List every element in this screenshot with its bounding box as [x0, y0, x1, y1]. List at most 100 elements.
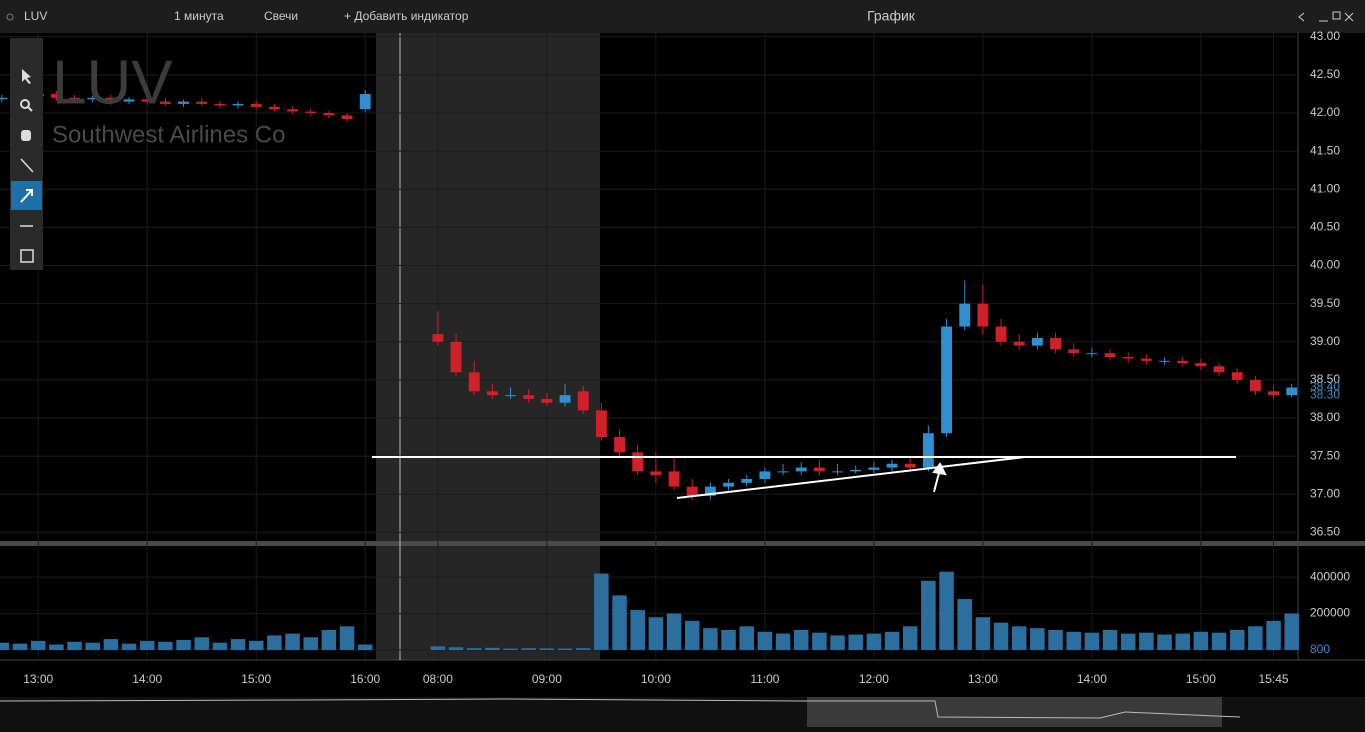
candle-body	[1195, 363, 1207, 367]
candle-body	[505, 395, 516, 397]
x-tick-label: 13:00	[23, 672, 53, 686]
last-price-label: 38.40	[1310, 380, 1340, 394]
volume-bar	[1120, 633, 1136, 650]
y-tick-label: 36.50	[1310, 525, 1340, 539]
x-tick-label: 14:00	[1077, 672, 1107, 686]
volume-tick-label: 800	[1310, 642, 1330, 656]
candle-body	[904, 463, 916, 468]
zoom-tool[interactable]	[20, 99, 30, 109]
candle-body	[450, 341, 462, 373]
add-indicator-button[interactable]: + Добавить индикатор	[344, 9, 469, 23]
volume-bar	[121, 643, 137, 650]
volume-bar	[957, 599, 972, 650]
maximize-button[interactable]	[1332, 11, 1341, 20]
navigator-line	[0, 698, 1241, 719]
style-dropdown[interactable]: Свечи	[264, 9, 298, 23]
x-tick-label: 15:00	[1186, 672, 1216, 686]
volume-bar	[339, 626, 355, 650]
candle-body	[232, 103, 244, 106]
candle-body	[523, 395, 535, 399]
rect-tool[interactable]	[20, 249, 34, 263]
volume-bar	[448, 647, 464, 650]
volume-bar	[85, 642, 100, 650]
candle-body	[632, 452, 644, 472]
candle-body	[486, 391, 498, 396]
volume-bar	[793, 629, 809, 650]
candle-body	[305, 111, 317, 114]
candle-body	[850, 469, 862, 472]
candle-body	[795, 467, 807, 472]
volume-bar	[939, 571, 954, 650]
volume-bar	[921, 580, 936, 650]
candle-body	[777, 471, 789, 473]
candle-body	[287, 109, 298, 112]
volume-bar	[12, 643, 28, 650]
volume-bar	[194, 637, 209, 650]
y-tick-label: 37.50	[1310, 448, 1340, 462]
volume-bar	[539, 648, 555, 650]
close-button[interactable]	[1344, 12, 1354, 22]
volume-bar	[1011, 626, 1027, 650]
volume-bar	[666, 613, 682, 650]
volume-bar	[1139, 632, 1154, 650]
candle-body	[741, 479, 753, 483]
watermark-symbol: LUV	[52, 48, 173, 117]
volume-bar	[1084, 632, 1100, 650]
volume-bar	[721, 629, 736, 650]
candle-body	[0, 97, 8, 100]
volume-bar	[848, 634, 863, 650]
volume-bar	[158, 641, 173, 650]
y-tick-label: 42.50	[1310, 67, 1340, 81]
volume-bar	[485, 647, 500, 650]
interval-dropdown[interactable]: 1 минута	[174, 9, 224, 23]
volume-bar	[594, 573, 609, 650]
drawn-trend-line	[676, 456, 1026, 499]
volume-bar	[176, 639, 191, 650]
navigator-window[interactable]	[807, 697, 1222, 727]
volume-bar	[49, 644, 64, 650]
candle-body	[922, 433, 934, 468]
volume-bar	[521, 648, 536, 650]
volume-bar	[285, 633, 300, 650]
volume-bar	[30, 640, 46, 650]
y-tick-label: 41.00	[1310, 181, 1340, 195]
candle-body	[704, 486, 716, 496]
volume-bar	[739, 626, 754, 650]
candle-body	[69, 97, 80, 100]
candle-body	[813, 467, 825, 472]
candle-body	[1031, 337, 1043, 346]
volume-bar	[757, 631, 773, 650]
zoom-tool-handle	[27, 106, 33, 112]
volume-bar	[357, 644, 373, 650]
volume-bar	[830, 635, 845, 650]
volume-bar	[430, 646, 446, 650]
volume-bar	[1030, 628, 1045, 650]
candle-body	[832, 471, 843, 473]
pan-tool[interactable]	[21, 130, 31, 141]
volume-bar	[557, 648, 573, 650]
volume-bar	[575, 648, 591, 650]
volume-bar	[866, 633, 882, 650]
volume-bar	[321, 629, 337, 650]
pointer-tool[interactable]	[22, 69, 31, 84]
candle-body	[595, 410, 607, 438]
x-tick-label: 15:00	[241, 672, 271, 686]
candle-body	[1140, 358, 1152, 361]
volume-bar	[1048, 629, 1063, 650]
premarket-shade	[376, 33, 600, 660]
drawn-arrow	[932, 462, 947, 493]
y-tick-label: 42.00	[1310, 105, 1340, 119]
volume-bar	[466, 648, 482, 650]
candle-body	[559, 395, 571, 403]
line-tool[interactable]	[20, 158, 34, 173]
back-button[interactable]	[1298, 12, 1305, 22]
arrow-tool-icon	[20, 189, 33, 203]
candle-body	[268, 106, 280, 110]
x-tick-label: 14:00	[132, 672, 162, 686]
y-tick-label: 39.50	[1310, 296, 1340, 310]
symbol-field[interactable]: LUV	[24, 9, 47, 23]
volume-bar	[1229, 629, 1245, 650]
candle-body	[1013, 341, 1025, 346]
volume-bar	[503, 648, 518, 650]
